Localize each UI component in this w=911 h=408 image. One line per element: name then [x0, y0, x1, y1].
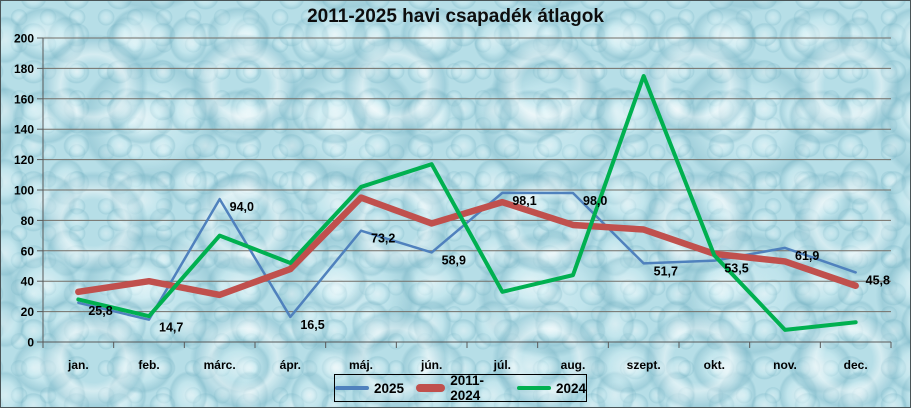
y-axis-tick-label: 60: [21, 244, 35, 258]
x-axis-label: ápr.: [280, 358, 301, 372]
x-axis-label: okt.: [704, 358, 725, 372]
x-axis-label: nov.: [773, 358, 797, 372]
y-axis-tick-label: 180: [14, 62, 34, 76]
legend-swatch-2011-2024: [416, 384, 446, 392]
y-axis-tick-label: 200: [14, 32, 34, 46]
x-axis-label: dec.: [844, 358, 868, 372]
data-label: 98,1: [512, 194, 536, 208]
data-label: 61,9: [795, 249, 819, 263]
data-label: 98,0: [583, 194, 607, 208]
data-label: 94,0: [230, 200, 254, 214]
legend-item-2025: 2025: [335, 381, 404, 396]
y-axis-tick-label: 100: [14, 184, 34, 198]
series-line-2024: [76, 74, 858, 332]
y-axis-tick-label: 80: [21, 214, 35, 228]
data-label: 45,8: [866, 273, 890, 287]
y-axis-tick-label: 40: [21, 275, 35, 289]
data-label: 51,7: [654, 264, 678, 278]
data-label: 16,5: [300, 318, 324, 332]
y-axis-tick-label: 0: [27, 336, 34, 350]
x-axis-label: jan.: [67, 358, 89, 372]
x-axis-label: júl.: [493, 358, 511, 372]
data-label: 53,5: [724, 262, 748, 276]
legend-label-2011-2024: 2011-2024: [450, 373, 484, 403]
series-line-2025: [77, 191, 857, 321]
legend-item-2024: 2024: [516, 380, 586, 396]
y-axis-tick-label: 120: [14, 153, 34, 167]
data-label: 73,2: [371, 232, 395, 246]
series-line-2011-2024: [75, 194, 859, 299]
legend-label-2024: 2024: [555, 380, 586, 396]
legend-swatch-2025: [335, 386, 369, 390]
x-axis-label: máj.: [349, 358, 373, 372]
x-axis-label: márc.: [204, 358, 236, 372]
data-label: 14,7: [159, 321, 183, 335]
legend-swatch-2024: [516, 386, 551, 390]
y-axis-tick-label: 160: [14, 92, 34, 106]
legend: 2025 2011-2024 2024: [334, 373, 587, 403]
x-axis-label: feb.: [138, 358, 159, 372]
legend-item-2011-2024: 2011-2024: [416, 373, 505, 403]
y-axis-tick-label: 20: [21, 305, 35, 319]
data-label: 58,9: [442, 253, 466, 267]
x-axis-label: szept.: [627, 358, 661, 372]
x-axis-label: jún.: [420, 358, 442, 372]
y-axis-tick-label: 140: [14, 123, 34, 137]
chart-title: 2011-2025 havi csapadék átlagok: [307, 6, 604, 27]
legend-label-2025: 2025: [374, 380, 405, 396]
x-axis-label: aug.: [561, 358, 586, 372]
data-label: 25,8: [88, 304, 112, 318]
